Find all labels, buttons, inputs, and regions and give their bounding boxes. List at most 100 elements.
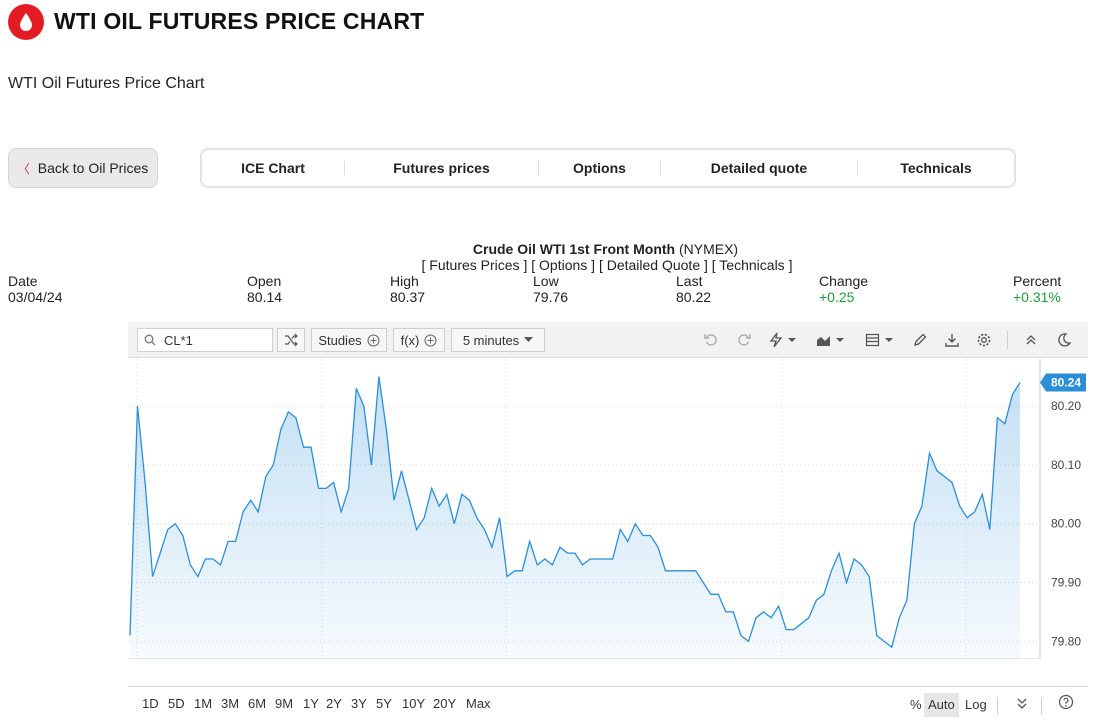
- period-6m[interactable]: 6M: [248, 696, 267, 711]
- instrument-links: [ Futures Prices ] [ Options ] [ Detaile…: [0, 257, 1095, 273]
- y-tick-label: 80.20: [1051, 399, 1081, 413]
- scale-divider: [1041, 697, 1042, 715]
- undo-icon[interactable]: [700, 330, 722, 350]
- y-tick-label: 79.90: [1051, 576, 1081, 590]
- tab-futures-prices[interactable]: Futures prices: [393, 160, 490, 176]
- tab-separator: [344, 161, 345, 175]
- stat-value: 80.14: [247, 289, 283, 305]
- last-price-label: 80.24: [1051, 376, 1081, 390]
- layout-icon[interactable]: [863, 330, 897, 350]
- redo-icon[interactable]: [733, 330, 755, 350]
- tab-separator: [660, 161, 661, 175]
- tab-separator: [538, 161, 539, 175]
- symbol-search[interactable]: [137, 328, 273, 352]
- fx-button[interactable]: f(x): [393, 328, 445, 352]
- back-to-oil-prices-button[interactable]: 〈 Back to Oil Prices: [8, 148, 158, 188]
- stat-last: Last 80.22: [676, 273, 711, 305]
- stat-open: Open 80.14: [247, 273, 282, 305]
- tab-ice-chart[interactable]: ICE Chart: [241, 160, 305, 176]
- stat-label: Change: [819, 273, 869, 289]
- lightning-icon[interactable]: [766, 330, 800, 350]
- price-line: [129, 376, 1021, 649]
- stat-value: 03/04/24: [8, 289, 63, 305]
- page-title: WTI OIL FUTURES PRICE CHART: [54, 8, 425, 34]
- stat-label: Last: [676, 273, 703, 289]
- stat-label: Low: [533, 273, 559, 289]
- link-futures-prices[interactable]: [ Futures Prices ]: [421, 257, 528, 273]
- period-1m[interactable]: 1M: [194, 696, 213, 711]
- plus-circle-icon: [424, 334, 437, 346]
- stat-high: High 80.37: [390, 273, 425, 305]
- toolbar-divider: [1007, 331, 1008, 349]
- studies-label: Studies: [318, 332, 362, 348]
- gear-icon[interactable]: [973, 330, 995, 350]
- studies-button[interactable]: Studies: [311, 328, 387, 352]
- tab-technicals[interactable]: Technicals: [900, 160, 972, 176]
- period-1d[interactable]: 1D: [142, 696, 159, 711]
- scale-percent-button[interactable]: %: [910, 697, 922, 712]
- stat-label: High: [390, 273, 419, 289]
- instrument-exchange: (NYMEX): [678, 241, 739, 257]
- period-5d[interactable]: 5D: [168, 696, 185, 711]
- tab-separator: [857, 161, 858, 175]
- oil-drop-icon: [20, 13, 32, 31]
- period-5y[interactable]: 5Y: [376, 696, 392, 711]
- chart-tabs: ICE Chart Futures prices Options Detaile…: [200, 148, 1016, 188]
- stat-value: 79.76: [533, 289, 569, 305]
- period-2y[interactable]: 2Y: [326, 696, 342, 711]
- link-detailed-quote[interactable]: [ Detailed Quote ]: [598, 257, 708, 273]
- dark-mode-icon[interactable]: [1053, 330, 1075, 350]
- period-9m[interactable]: 9M: [275, 696, 294, 711]
- period-3y[interactable]: 3Y: [351, 696, 367, 711]
- period-1y[interactable]: 1Y: [303, 696, 319, 711]
- stat-label: Open: [247, 273, 282, 289]
- interval-select[interactable]: 5 minutes: [451, 328, 545, 352]
- link-technicals[interactable]: [ Technicals ]: [711, 257, 793, 273]
- help-icon[interactable]: [1054, 694, 1078, 718]
- period-3m[interactable]: 3M: [221, 696, 240, 711]
- caret-down-icon: [524, 337, 534, 342]
- chart-type-icon[interactable]: [814, 330, 848, 350]
- stat-percent: Percent +0.31%: [1013, 273, 1061, 305]
- period-max[interactable]: Max: [466, 696, 491, 711]
- period-10y[interactable]: 10Y: [402, 696, 426, 711]
- stat-value: 80.37: [390, 289, 426, 305]
- stat-change: Change +0.25: [819, 273, 868, 305]
- last-price-tag: [1040, 373, 1086, 392]
- stat-value: +0.25: [819, 289, 855, 305]
- download-icon[interactable]: [941, 330, 963, 350]
- tab-detailed-quote[interactable]: Detailed quote: [710, 160, 808, 176]
- chevron-double-down-icon[interactable]: [1012, 695, 1032, 719]
- stat-value: 80.22: [676, 289, 712, 305]
- stat-date: Date 03/04/24: [8, 273, 63, 305]
- scale-auto-button[interactable]: Auto: [924, 693, 959, 717]
- oil-drop-logo: [8, 4, 44, 40]
- y-tick-label: 80.10: [1051, 458, 1081, 472]
- period-selector: 1D 5D 1M 3M 6M 9M 1Y 2Y 3Y 5Y 10Y 20Y Ma…: [128, 686, 1088, 724]
- page-subtitle: WTI Oil Futures Price Chart: [8, 75, 205, 92]
- tab-options[interactable]: Options: [573, 160, 626, 176]
- stat-low: Low 79.76: [533, 273, 568, 305]
- chevron-left-icon: 〈: [17, 161, 30, 176]
- collapse-up-icon[interactable]: [1020, 330, 1042, 350]
- scale-divider: [997, 697, 998, 715]
- price-area: [130, 376, 1020, 659]
- period-20y[interactable]: 20Y: [433, 696, 457, 711]
- shuffle-icon: [285, 333, 298, 347]
- interval-label: 5 minutes: [462, 332, 520, 348]
- chart-toolbar: Studies f(x) 5 minutes: [128, 322, 1088, 358]
- instrument-heading: Crude Oil WTI 1st Front Month (NYMEX): [0, 241, 1095, 257]
- link-options[interactable]: [ Options ]: [531, 257, 596, 273]
- stat-value: +0.31%: [1013, 289, 1061, 305]
- chart-widget: Studies f(x) 5 minutes: [128, 322, 1088, 724]
- plus-circle-icon: [367, 334, 380, 346]
- stat-label: Percent: [1013, 273, 1062, 289]
- compare-button[interactable]: [277, 328, 305, 352]
- symbol-search-input[interactable]: [162, 331, 262, 349]
- y-tick-label: 79.80: [1051, 634, 1081, 648]
- fx-label: f(x): [400, 332, 420, 348]
- search-icon: [144, 334, 156, 346]
- pencil-icon[interactable]: [909, 330, 931, 350]
- scale-log-button[interactable]: Log: [965, 697, 987, 712]
